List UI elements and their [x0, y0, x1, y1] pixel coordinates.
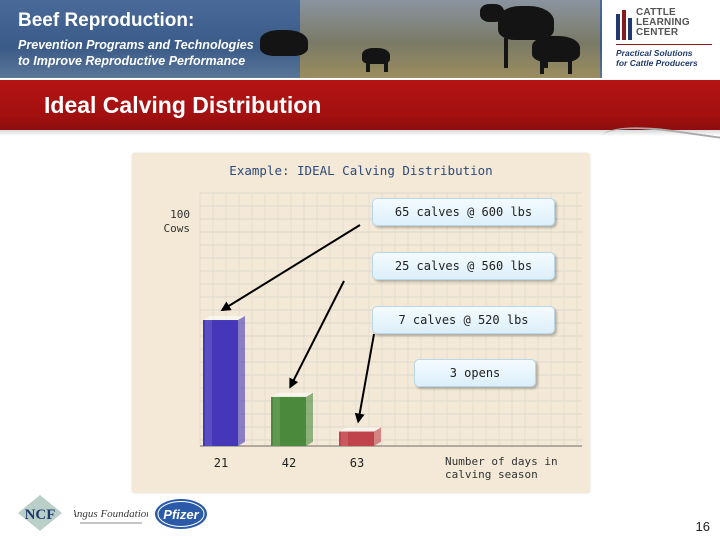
callout-3-opens: 3 opens [414, 359, 536, 387]
x-tick-42: 42 [281, 456, 297, 470]
bar-21 [203, 315, 245, 446]
callout-7-calves: 7 calves @ 520 lbs [372, 306, 555, 334]
pfizer-logo: Pfizer [154, 493, 208, 533]
logo-tagline: Practical Solutions for Cattle Producers [616, 48, 698, 68]
header-subtitle-line2: to Improve Reproductive Performance [18, 54, 246, 68]
arrow-42 [289, 280, 345, 389]
bar-42 [271, 392, 313, 446]
x-tick-21: 21 [213, 456, 229, 470]
title-band: Ideal Calving Distribution [0, 80, 720, 130]
chart-title: Example: IDEAL Calving Distribution [229, 163, 493, 178]
angus-foundation-logo-text: Angus Foundation [74, 508, 148, 520]
chart-panel: Example: IDEAL Calving Distribution 100 … [132, 153, 590, 493]
callout-25-calves: 25 calves @ 560 lbs [372, 252, 555, 280]
arrow-21 [220, 224, 361, 312]
ncf-logo: NCF [14, 493, 66, 533]
angus-foundation-logo: Angus Foundation [69, 493, 152, 533]
pasture-photo [260, 0, 600, 78]
page-number: 16 [695, 519, 710, 534]
bar-63 [339, 427, 381, 446]
ncf-logo-text: NCF [25, 507, 56, 523]
y-axis-label: 100 Cows [163, 208, 191, 235]
header-banner: Beef Reproduction: Prevention Programs a… [0, 0, 720, 78]
x-tick-63: 63 [349, 456, 365, 470]
callout-65-calves: 65 calves @ 600 lbs [372, 198, 555, 226]
x-axis-label: Number of days in calving season [445, 455, 558, 481]
logo-name: CATTLE LEARNING CENTER [636, 7, 690, 38]
slide-title: Ideal Calving Distribution [44, 92, 322, 118]
header-subtitle-line1: Prevention Programs and Technologies [18, 38, 254, 52]
header-title: Beef Reproduction: [18, 10, 195, 31]
arrow-63 [354, 333, 375, 424]
logo-mark-icon [616, 10, 632, 40]
cattle-learning-center-logo: CATTLE LEARNING CENTER Practical Solutio… [602, 0, 720, 78]
pfizer-logo-text: Pfizer [163, 507, 199, 522]
